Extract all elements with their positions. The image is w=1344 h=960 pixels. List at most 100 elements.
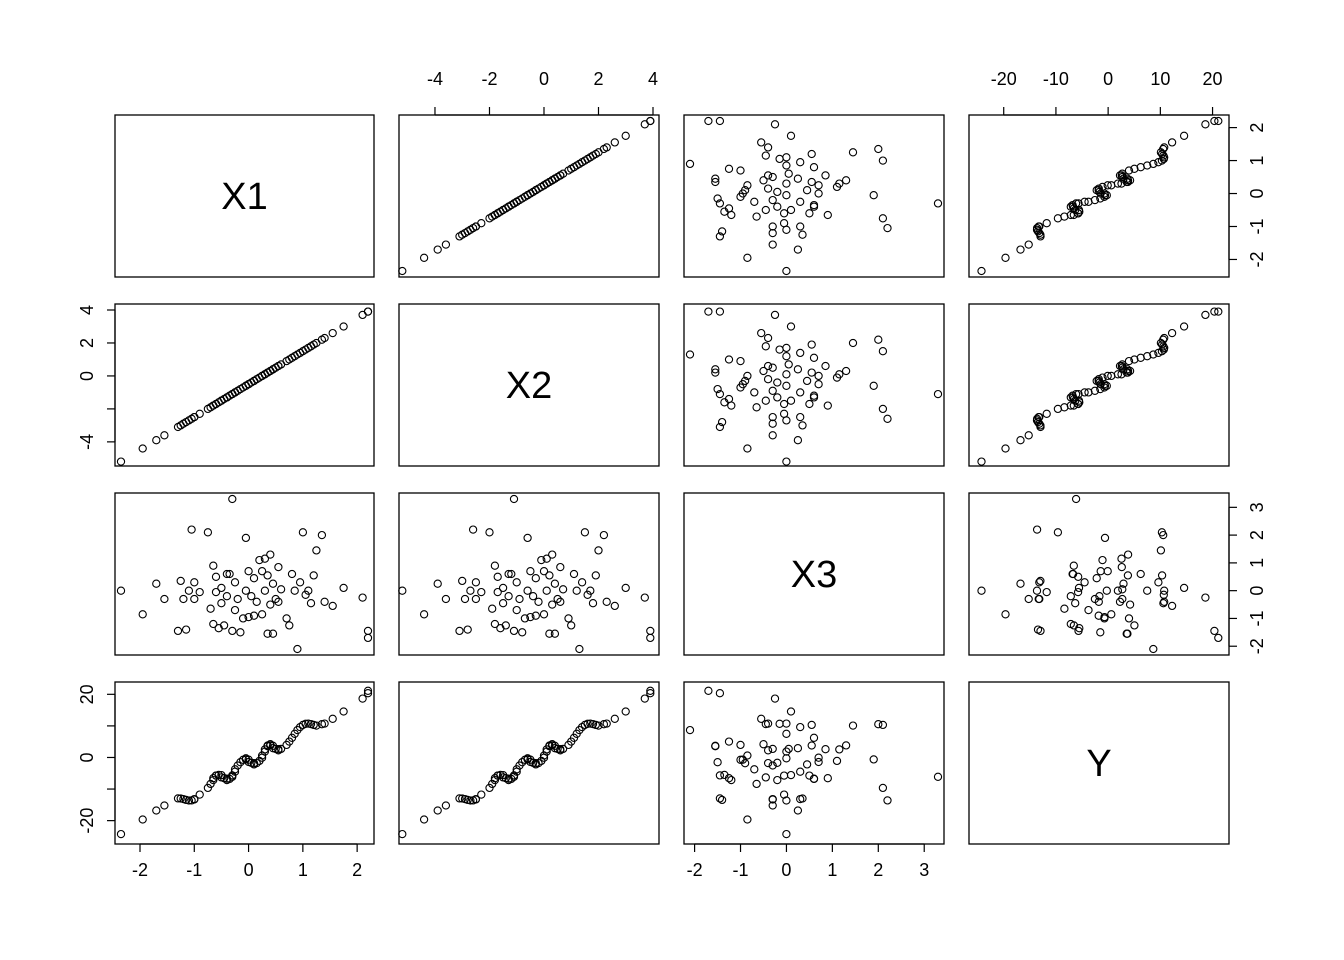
point-y-vs-x1-13 xyxy=(195,790,204,799)
point-x3-vs-x1-33 xyxy=(238,614,248,623)
point-x3-vs-x1-45 xyxy=(260,586,270,595)
point-x1-vs-x3-29 xyxy=(796,197,805,206)
point-x3-vs-x2-57 xyxy=(564,614,573,623)
point-x1-vs-y-75 xyxy=(1214,116,1223,126)
point-x3-vs-x1-16 xyxy=(209,619,218,629)
point-x3-vs-x1-4 xyxy=(160,594,169,604)
point-x3-vs-x2-47 xyxy=(545,629,554,638)
point-x1-vs-x3-27 xyxy=(933,199,943,208)
point-x1-vs-x3-74 xyxy=(715,116,725,126)
point-x2-vs-x3-37 xyxy=(814,380,823,389)
point-x2-vs-x3-38 xyxy=(773,378,782,387)
panel-frame xyxy=(114,492,375,656)
point-x2-vs-y-4 xyxy=(1024,431,1033,440)
diagonal-label-x3: X3 xyxy=(791,554,837,596)
point-y-vs-x3-50 xyxy=(841,741,851,750)
point-x3-vs-x1-49 xyxy=(266,600,275,609)
point-x3-vs-y-15 xyxy=(1060,604,1069,613)
point-x3-vs-x2-75 xyxy=(646,633,655,643)
panel-y-vs-x1 xyxy=(114,681,375,845)
point-x3-vs-y-4 xyxy=(1024,594,1033,604)
point-x1-vs-x3-8 xyxy=(717,227,727,236)
point-x2-vs-y-13 xyxy=(1042,409,1051,418)
point-x1-vs-y-57 xyxy=(1124,166,1134,175)
point-x1-vs-y-28 xyxy=(1074,199,1083,208)
point-x2-vs-x3-30 xyxy=(750,388,759,397)
point-y-vs-x3-39 xyxy=(740,759,750,768)
point-x3-vs-x2-17 xyxy=(490,561,500,570)
point-x1-vs-y-1 xyxy=(977,266,986,276)
point-y-vs-x2-56 xyxy=(558,744,568,754)
point-x2-vs-x3-61 xyxy=(685,350,695,359)
point-y-vs-x3-73 xyxy=(770,694,780,703)
point-y-vs-x2-72 xyxy=(621,707,630,716)
point-x2-vs-y-73 xyxy=(1201,310,1210,320)
point-x3-vs-x1-73 xyxy=(358,593,367,602)
x-tick-label: 0 xyxy=(244,860,254,880)
point-x3-vs-y-60 xyxy=(1143,586,1152,595)
point-y-vs-x3-57 xyxy=(736,740,745,750)
point-x1-vs-x2-72 xyxy=(621,131,630,140)
point-x1-vs-x3-75 xyxy=(704,116,713,126)
diagonal-label-x1: X1 xyxy=(221,176,267,218)
y-tick-label: -4 xyxy=(77,434,97,450)
x-tick-label: 2 xyxy=(352,860,362,880)
point-x3-vs-x2-1 xyxy=(398,586,407,595)
point-y-vs-x3-37 xyxy=(814,757,823,767)
point-y-vs-x3-17 xyxy=(823,774,832,783)
point-x1-vs-y-55 xyxy=(1115,171,1125,180)
point-y-vs-x3-55 xyxy=(763,746,773,755)
point-x1-vs-x3-54 xyxy=(821,171,830,180)
x-tick-label: 1 xyxy=(298,860,308,880)
point-x1-vs-x3-58 xyxy=(724,164,734,173)
y-tick-label: -1 xyxy=(1247,218,1267,234)
point-x3-vs-x2-4 xyxy=(441,594,451,604)
point-x2-vs-y-71 xyxy=(1167,328,1177,338)
point-y-vs-x3-75 xyxy=(704,686,713,695)
point-y-vs-x1-72 xyxy=(339,707,348,716)
point-y-vs-x1-12 xyxy=(190,794,199,804)
point-x3-vs-x2-46 xyxy=(542,554,551,563)
point-x3-vs-x2-48 xyxy=(545,571,554,580)
point-x2-vs-x3-1 xyxy=(782,457,791,466)
point-x3-vs-x2-27 xyxy=(509,494,519,504)
point-x3-vs-y-70 xyxy=(1160,597,1169,606)
point-x3-vs-x1-12 xyxy=(190,578,199,587)
point-y-vs-x2-4 xyxy=(441,801,451,810)
point-x3-vs-y-58 xyxy=(1130,621,1139,630)
point-x3-vs-x2-33 xyxy=(520,614,530,623)
point-x2-vs-x3-23 xyxy=(724,394,734,404)
point-x2-vs-y-3 xyxy=(1016,436,1025,445)
point-x2-vs-x3-39 xyxy=(740,376,750,386)
y-tick-label: 1 xyxy=(1247,558,1267,568)
point-x1-vs-x3-69 xyxy=(874,144,883,154)
point-x3-vs-x2-12 xyxy=(471,578,481,587)
point-x2-vs-x3-75 xyxy=(704,307,713,316)
point-x3-vs-y-72 xyxy=(1179,583,1189,593)
point-x1-vs-y-73 xyxy=(1201,120,1210,129)
point-x3-vs-x2-10 xyxy=(468,525,478,534)
point-x3-vs-x1-44 xyxy=(257,610,267,619)
point-x1-vs-x3-40 xyxy=(802,186,812,195)
point-x3-vs-x2-74 xyxy=(646,626,655,636)
point-x1-vs-y-12 xyxy=(1035,222,1044,231)
panel-frame xyxy=(683,303,945,467)
point-x3-vs-x1-36 xyxy=(244,612,253,622)
point-y-vs-x1-56 xyxy=(276,744,286,754)
point-x2-vs-x3-7 xyxy=(768,419,777,428)
point-x1-vs-x3-1 xyxy=(782,266,791,276)
point-x3-vs-x1-52 xyxy=(268,579,278,588)
point-y-vs-x3-40 xyxy=(802,760,812,769)
point-x2-vs-x1-70 xyxy=(320,333,329,343)
point-x3-vs-x1-43 xyxy=(257,567,267,576)
point-x3-vs-y-38 xyxy=(1095,592,1104,601)
point-x2-vs-y-70 xyxy=(1160,333,1169,343)
point-x3-vs-x2-40 xyxy=(531,574,540,583)
point-x3-vs-x2-53 xyxy=(553,594,562,604)
point-x1-vs-x3-49 xyxy=(759,176,768,185)
point-x3-vs-x1-38 xyxy=(247,592,256,601)
point-x2-vs-x3-22 xyxy=(761,396,770,405)
point-x3-vs-x2-60 xyxy=(572,586,581,595)
point-x1-vs-y-45 xyxy=(1113,179,1123,188)
